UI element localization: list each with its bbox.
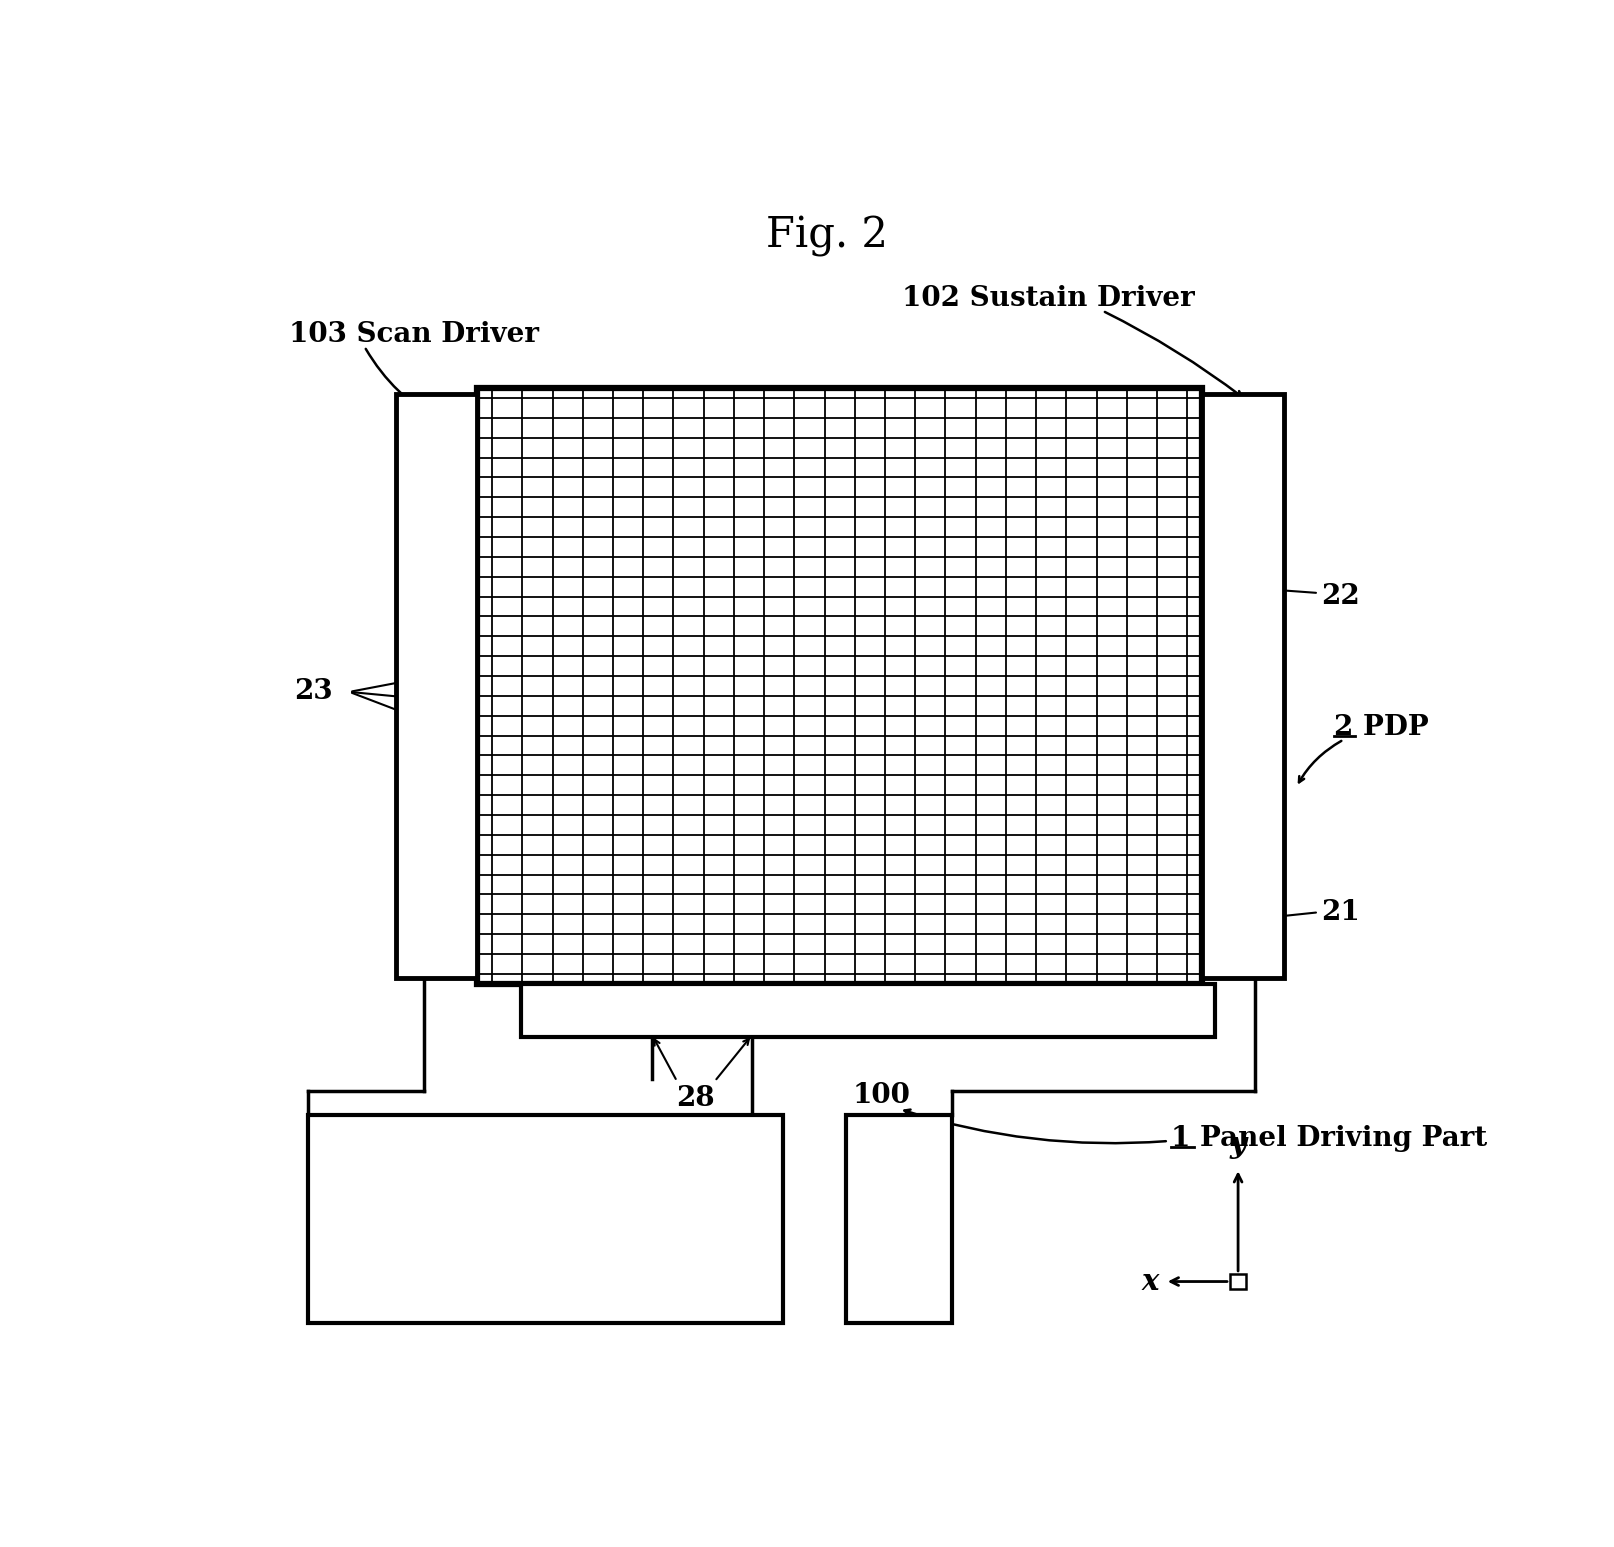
Bar [521,984,1215,1038]
Text: 1 Panel Driving Part: 1 Panel Driving Part [1172,1125,1488,1153]
Bar [308,1115,783,1323]
Text: 23: 23 [294,679,332,705]
Bar [1202,394,1283,978]
Text: 21: 21 [1322,899,1361,925]
Text: x: x [1141,1267,1159,1296]
Text: Fig. 2: Fig. 2 [767,215,888,257]
Text: 2 PDP: 2 PDP [1333,715,1428,741]
Text: 22: 22 [1322,583,1361,610]
Text: 103 Scan Driver: 103 Scan Driver [289,322,539,348]
Text: 101 Data Driver: 101 Data Driver [828,1004,1075,1030]
Text: y: y [1230,1129,1246,1159]
Text: 28: 28 [676,1084,715,1112]
Bar [1230,1273,1246,1289]
Bar [478,388,1202,984]
Bar [846,1115,952,1323]
Text: Panel Driving
Circuit: Panel Driving Circuit [434,1188,657,1250]
Text: 100: 100 [852,1081,910,1109]
Bar [395,394,478,978]
Text: 102 Sustain Driver: 102 Sustain Driver [902,285,1194,312]
